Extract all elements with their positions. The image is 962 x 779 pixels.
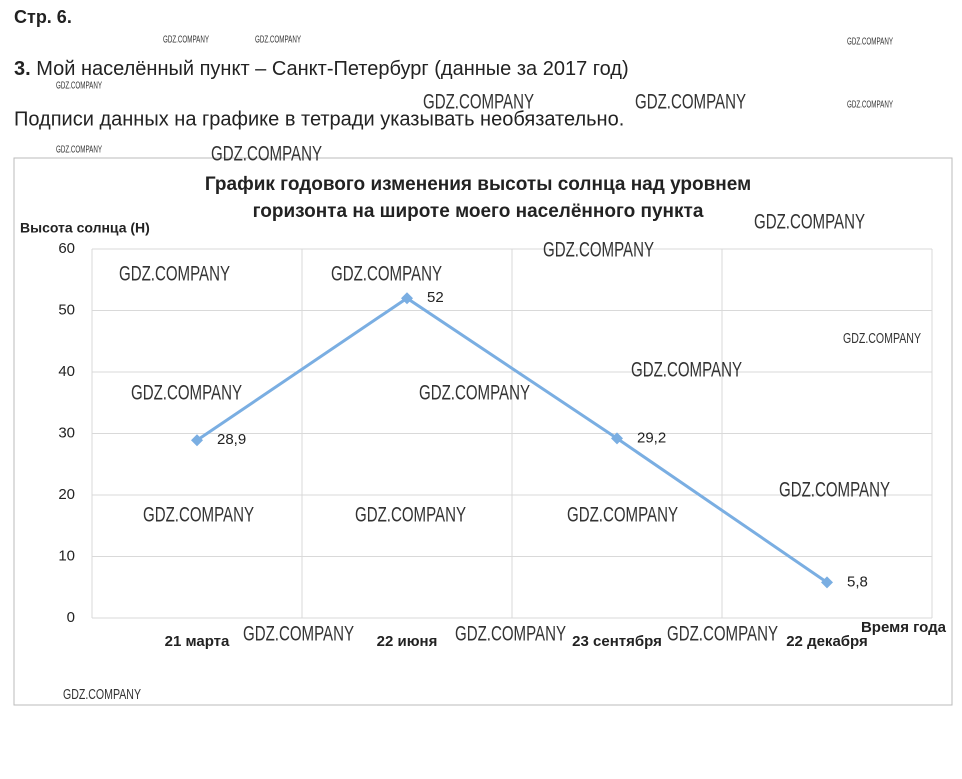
- y-tick-label: 40: [58, 363, 75, 380]
- note: Подписи данных на графике в тетради указ…: [14, 108, 624, 130]
- data-label: 52: [427, 289, 444, 306]
- watermark: GDZ.COMPANY: [631, 359, 742, 382]
- task-number: 3.: [14, 58, 31, 80]
- y-tick-label: 50: [58, 301, 75, 318]
- watermark: GDZ.COMPANY: [635, 91, 746, 114]
- watermark: GDZ.COMPANY: [331, 263, 442, 286]
- watermark: GDZ.COMPANY: [543, 239, 654, 262]
- x-tick-label: 21 марта: [165, 633, 230, 650]
- y-axis-label: Высота солнца (H): [20, 220, 150, 236]
- chart-title: горизонта на широте моего населённого пу…: [253, 201, 704, 222]
- task-text: Мой населённый пункт – Санкт-Петербург (…: [36, 58, 628, 80]
- y-tick-label: 30: [58, 424, 75, 441]
- chart-frame: [13, 157, 953, 706]
- x-axis-label: Время года: [861, 619, 947, 636]
- watermark: GDZ.COMPANY: [779, 479, 890, 502]
- watermark: GDZ.COMPANY: [119, 263, 230, 286]
- data-label: 28,9: [217, 431, 246, 448]
- watermark: GDZ.COMPANY: [131, 382, 242, 405]
- data-point: [821, 576, 833, 589]
- watermark: GDZ.COMPANY: [211, 143, 322, 166]
- x-tick-label: 22 декабря: [786, 633, 868, 650]
- y-tick-label: 10: [58, 547, 75, 564]
- watermark: GDZ.COMPANY: [455, 623, 566, 646]
- x-tick-label: 22 июня: [377, 633, 438, 650]
- data-label: 29,2: [637, 429, 666, 446]
- watermark: GDZ.COMPANY: [419, 382, 530, 405]
- watermark: GDZ.COMPANY: [843, 330, 921, 347]
- y-tick-label: 0: [67, 609, 75, 626]
- data-point: [401, 292, 413, 305]
- watermark: GDZ.COMPANY: [667, 623, 778, 646]
- x-tick-label: 23 сентября: [572, 633, 662, 650]
- watermark: GDZ.COMPANY: [847, 100, 893, 111]
- y-tick-label: 60: [58, 240, 75, 257]
- watermark: GDZ.COMPANY: [255, 35, 301, 46]
- data-line: [196, 296, 828, 584]
- watermark: GDZ.COMPANY: [423, 91, 534, 114]
- chart-title: График годового изменения высоты солнца …: [205, 174, 751, 195]
- watermark: GDZ.COMPANY: [243, 623, 354, 646]
- watermark: GDZ.COMPANY: [63, 686, 141, 703]
- y-tick-label: 20: [58, 486, 75, 503]
- watermark: GDZ.COMPANY: [567, 504, 678, 527]
- watermark: GDZ.COMPANY: [847, 37, 893, 48]
- watermark: GDZ.COMPANY: [143, 504, 254, 527]
- data-point: [191, 434, 203, 447]
- page-number: Стр. 6.: [14, 7, 72, 27]
- data-point: [611, 432, 623, 445]
- watermark: GDZ.COMPANY: [355, 504, 466, 527]
- watermark: GDZ.COMPANY: [163, 35, 209, 46]
- watermark: GDZ.COMPANY: [754, 211, 865, 234]
- data-label: 5,8: [847, 573, 868, 590]
- watermark: GDZ.COMPANY: [56, 145, 102, 156]
- task-line: 3. Мой населённый пункт – Санкт-Петербур…: [14, 58, 629, 80]
- watermark: GDZ.COMPANY: [56, 81, 102, 92]
